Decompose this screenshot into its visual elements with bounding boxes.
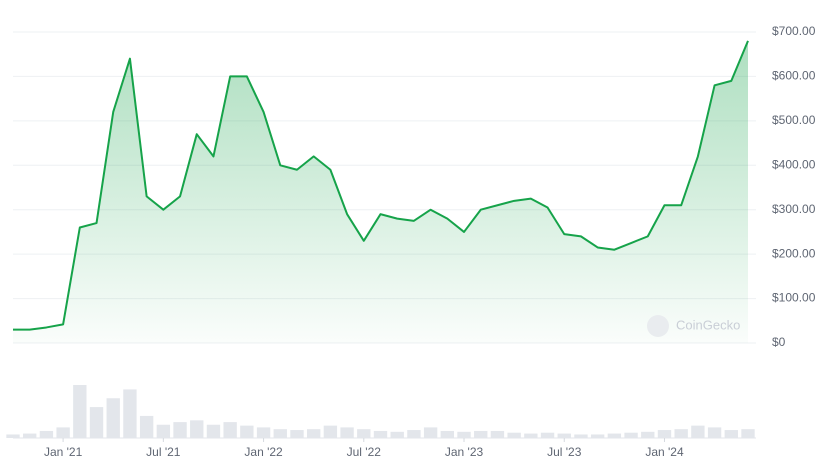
volume-bar bbox=[6, 434, 20, 438]
volume-bar bbox=[307, 429, 321, 438]
y-tick-label: $100.00 bbox=[772, 291, 816, 305]
x-tick-label: Jan '23 bbox=[445, 445, 484, 459]
volume-bar bbox=[390, 431, 404, 438]
volume-bar bbox=[256, 427, 271, 438]
y-tick-label: $700.00 bbox=[772, 24, 816, 38]
volume-bar bbox=[457, 431, 471, 438]
volume-bar bbox=[357, 429, 371, 438]
y-tick-label: $300.00 bbox=[772, 202, 816, 216]
y-tick-label: $200.00 bbox=[772, 246, 816, 260]
volume-bar bbox=[123, 389, 137, 438]
volume-bar bbox=[373, 430, 388, 438]
axes: $0 $100.00 $200.00 $300.00 $400.00 $500.00 $60… bbox=[44, 24, 816, 459]
volume-bar bbox=[474, 430, 488, 438]
volume-bar bbox=[89, 407, 104, 438]
volume-bars bbox=[6, 385, 755, 438]
volume-bar bbox=[139, 415, 154, 438]
x-tick-label: Jul '22 bbox=[347, 445, 382, 459]
volume-bar bbox=[73, 385, 87, 438]
volume-bar bbox=[340, 427, 354, 438]
volume-bar bbox=[641, 431, 655, 438]
volume-bar bbox=[657, 430, 672, 438]
x-tick-label: Jan '21 bbox=[44, 445, 83, 459]
volume-bar bbox=[290, 430, 304, 438]
volume-bar bbox=[56, 427, 70, 438]
volume-bar bbox=[173, 422, 187, 438]
volume-bar bbox=[273, 429, 287, 438]
price-plot bbox=[13, 40, 749, 344]
volume-bar bbox=[206, 424, 221, 438]
volume-bar bbox=[223, 422, 237, 438]
volume-bar bbox=[106, 398, 120, 438]
watermark: CoinGecko bbox=[647, 315, 740, 337]
x-tick-label: Jan '24 bbox=[645, 445, 684, 459]
volume-bar bbox=[574, 434, 588, 438]
y-tick-label: $600.00 bbox=[772, 69, 816, 83]
volume-bar bbox=[490, 430, 505, 438]
y-tick-label: $0 bbox=[772, 335, 786, 349]
volume-bar bbox=[607, 433, 622, 438]
volume-bar bbox=[557, 433, 571, 438]
x-tick-label: Jul '21 bbox=[146, 445, 181, 459]
x-tick-label: Jan '22 bbox=[244, 445, 283, 459]
volume-bar bbox=[540, 432, 555, 438]
volume-bar bbox=[440, 430, 454, 438]
volume-bar bbox=[707, 427, 722, 438]
volume-bar bbox=[39, 430, 54, 438]
volume-bar bbox=[407, 430, 421, 438]
y-tick-label: $500.00 bbox=[772, 113, 816, 127]
volume-bar bbox=[507, 432, 521, 438]
volume-bar bbox=[323, 425, 338, 438]
volume-bar bbox=[524, 433, 538, 438]
watermark-text: CoinGecko bbox=[676, 317, 740, 332]
volume-bar bbox=[674, 429, 688, 438]
volume-bar bbox=[23, 433, 37, 438]
y-tick-label: $400.00 bbox=[772, 157, 816, 171]
price-line bbox=[13, 40, 749, 331]
watermark-logo bbox=[647, 315, 669, 337]
x-tick-label: Jul '23 bbox=[547, 445, 582, 459]
volume-bar bbox=[190, 420, 204, 438]
volume-bar bbox=[156, 424, 171, 438]
volume-bar bbox=[624, 432, 638, 438]
volume-bar bbox=[590, 434, 605, 438]
volume-bar bbox=[741, 429, 755, 438]
volume-bar bbox=[240, 425, 254, 438]
volume-bar bbox=[724, 430, 738, 438]
volume-bar bbox=[691, 425, 705, 438]
price-area bbox=[13, 40, 748, 344]
volume-bar bbox=[423, 427, 438, 438]
